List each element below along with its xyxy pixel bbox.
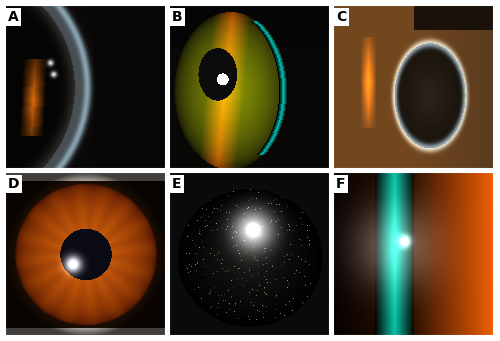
Text: D: D [8, 177, 20, 191]
Text: E: E [172, 177, 182, 191]
Text: C: C [336, 10, 346, 24]
Text: A: A [8, 10, 19, 24]
Text: F: F [336, 177, 345, 191]
Text: B: B [172, 10, 183, 24]
